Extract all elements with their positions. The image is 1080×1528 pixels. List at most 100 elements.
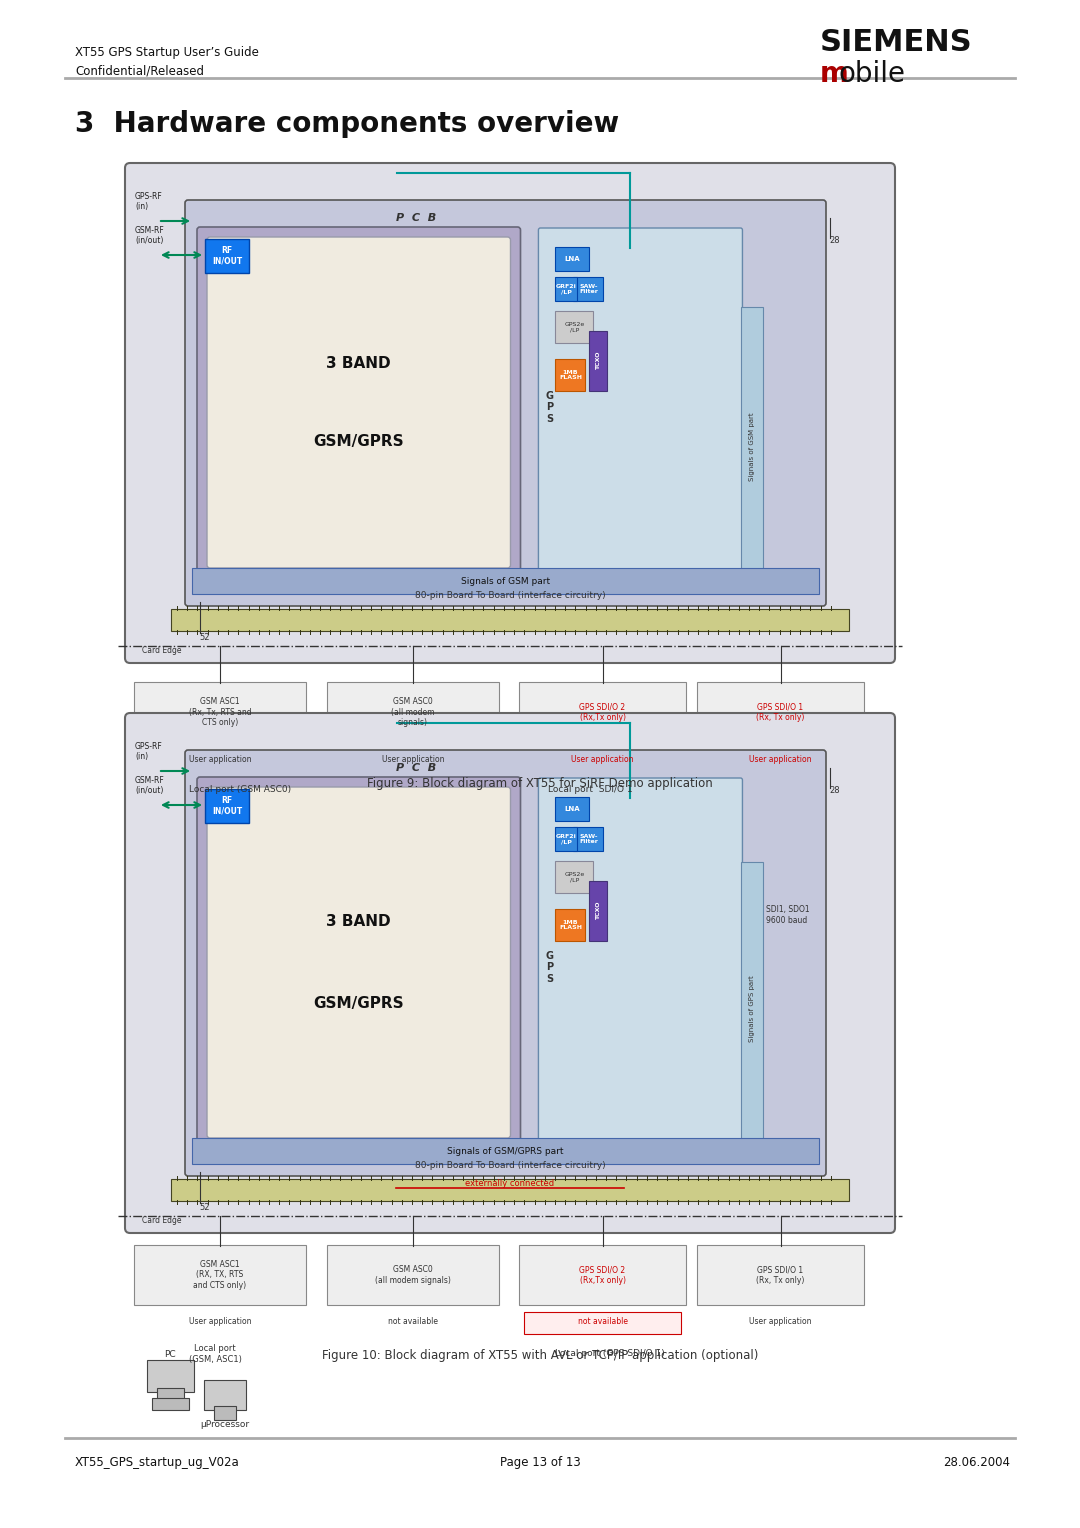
FancyBboxPatch shape xyxy=(144,788,191,821)
Text: SAW-
Filter: SAW- Filter xyxy=(579,834,598,845)
Text: GPS2e
/LP: GPS2e /LP xyxy=(564,321,584,333)
Text: 1MB
FLASH: 1MB FLASH xyxy=(559,370,582,380)
FancyBboxPatch shape xyxy=(697,1245,864,1305)
Text: 80-pin Board To Board (interface circuitry): 80-pin Board To Board (interface circuit… xyxy=(415,1161,605,1170)
Text: Local port
(GSM, ASC1): Local port (GSM, ASC1) xyxy=(189,1345,242,1363)
Text: PC: PC xyxy=(164,1351,176,1358)
Text: Local port (GPS SDI/O 1): Local port (GPS SDI/O 1) xyxy=(555,1349,665,1358)
FancyBboxPatch shape xyxy=(555,827,578,851)
FancyBboxPatch shape xyxy=(539,228,742,587)
Text: GPS-RF
(in): GPS-RF (in) xyxy=(135,741,163,761)
Text: XT55_GPS_startup_ug_V02a: XT55_GPS_startup_ug_V02a xyxy=(75,1456,240,1468)
Text: Card Edge: Card Edge xyxy=(141,646,181,656)
FancyBboxPatch shape xyxy=(697,681,864,743)
Text: 52: 52 xyxy=(200,1203,211,1212)
FancyBboxPatch shape xyxy=(207,237,511,568)
FancyBboxPatch shape xyxy=(590,332,607,391)
FancyBboxPatch shape xyxy=(555,798,590,821)
Text: obile: obile xyxy=(838,60,905,89)
FancyBboxPatch shape xyxy=(192,568,819,594)
FancyBboxPatch shape xyxy=(125,714,895,1233)
Text: GPS SDI/O 2
(Rx,Tx only): GPS SDI/O 2 (Rx,Tx only) xyxy=(580,1265,625,1285)
Text: 28.06.2004: 28.06.2004 xyxy=(943,1456,1010,1468)
FancyBboxPatch shape xyxy=(125,163,895,663)
FancyBboxPatch shape xyxy=(519,681,686,743)
FancyBboxPatch shape xyxy=(519,1245,686,1305)
FancyBboxPatch shape xyxy=(205,788,249,824)
Text: Page 13 of 13: Page 13 of 13 xyxy=(500,1456,580,1468)
Text: GRF2i
/LP: GRF2i /LP xyxy=(556,284,577,295)
Text: Local port  SDI/O 1: Local port SDI/O 1 xyxy=(548,784,632,793)
FancyBboxPatch shape xyxy=(185,200,826,607)
Text: GSM-RF
(in/out): GSM-RF (in/out) xyxy=(135,776,165,795)
FancyBboxPatch shape xyxy=(327,1245,499,1305)
Text: G
P
S: G P S xyxy=(545,391,553,425)
Text: not available: not available xyxy=(388,1317,438,1326)
FancyBboxPatch shape xyxy=(555,909,585,941)
Text: 3 BAND: 3 BAND xyxy=(326,356,391,371)
FancyBboxPatch shape xyxy=(555,248,590,270)
Text: Figure 10: Block diagram of XT55 with AVL or TCP/IP application (optional): Figure 10: Block diagram of XT55 with AV… xyxy=(322,1349,758,1363)
Text: GPS SDI/O 1
(Rx, Tx only): GPS SDI/O 1 (Rx, Tx only) xyxy=(756,1265,805,1285)
Text: GRF2i
/LP: GRF2i /LP xyxy=(556,834,577,845)
Text: P  C  B: P C B xyxy=(396,762,436,773)
FancyBboxPatch shape xyxy=(214,1406,237,1420)
Text: 28: 28 xyxy=(829,785,840,795)
FancyBboxPatch shape xyxy=(539,778,742,1157)
FancyBboxPatch shape xyxy=(171,610,849,631)
Text: 3 BAND: 3 BAND xyxy=(326,914,391,929)
Text: Signals of GPS part: Signals of GPS part xyxy=(750,975,755,1042)
FancyBboxPatch shape xyxy=(207,787,511,1138)
Text: User application: User application xyxy=(381,755,444,764)
Text: GPS SDI/O 1
(Rx, Tx only): GPS SDI/O 1 (Rx, Tx only) xyxy=(756,703,805,721)
FancyBboxPatch shape xyxy=(555,359,585,391)
Text: GSM ASC0
(all modem
signals): GSM ASC0 (all modem signals) xyxy=(391,697,435,727)
Text: GSM ASC1
(Rx, Tx, RTS and
CTS only): GSM ASC1 (Rx, Tx, RTS and CTS only) xyxy=(189,697,252,727)
Text: GSM-RF
(in/out): GSM-RF (in/out) xyxy=(135,226,165,244)
FancyBboxPatch shape xyxy=(742,862,764,1157)
Text: GSM/GPRS: GSM/GPRS xyxy=(313,996,404,1012)
Text: Signals of GSM part: Signals of GSM part xyxy=(750,413,755,481)
Text: GSM ASC0
(all modem signals): GSM ASC0 (all modem signals) xyxy=(375,1265,451,1285)
FancyBboxPatch shape xyxy=(555,277,578,301)
Text: Local port (GSM ASC0): Local port (GSM ASC0) xyxy=(189,784,292,793)
Text: 3  Hardware components overview: 3 Hardware components overview xyxy=(75,110,619,138)
Text: TCXO: TCXO xyxy=(596,902,600,920)
Text: User application: User application xyxy=(750,1317,812,1326)
Text: TCXO: TCXO xyxy=(596,351,600,370)
Text: 1MB
FLASH: 1MB FLASH xyxy=(559,920,582,931)
Text: Signals of GSM part: Signals of GSM part xyxy=(461,576,550,585)
FancyBboxPatch shape xyxy=(573,277,604,301)
Text: 52: 52 xyxy=(200,633,211,642)
FancyBboxPatch shape xyxy=(134,1245,306,1305)
Text: 28: 28 xyxy=(829,235,840,244)
Text: SDI1, SDO1
9600 baud: SDI1, SDO1 9600 baud xyxy=(767,906,810,924)
FancyBboxPatch shape xyxy=(192,1138,819,1164)
Text: not available: not available xyxy=(578,1317,627,1326)
FancyBboxPatch shape xyxy=(197,228,521,578)
FancyBboxPatch shape xyxy=(327,681,499,743)
Text: User application: User application xyxy=(189,1317,252,1326)
Text: User application: User application xyxy=(750,755,812,764)
FancyBboxPatch shape xyxy=(185,750,826,1177)
FancyBboxPatch shape xyxy=(149,825,186,834)
Text: externally connected: externally connected xyxy=(465,1178,554,1187)
FancyBboxPatch shape xyxy=(147,1360,194,1392)
FancyBboxPatch shape xyxy=(154,816,181,830)
Text: User application: User application xyxy=(189,755,252,764)
FancyBboxPatch shape xyxy=(573,827,604,851)
Text: Card Edge: Card Edge xyxy=(141,1216,181,1225)
FancyBboxPatch shape xyxy=(742,307,764,587)
Text: XT55 GPS Startup User’s Guide
Confidential/Released: XT55 GPS Startup User’s Guide Confidenti… xyxy=(75,46,259,76)
FancyBboxPatch shape xyxy=(590,882,607,941)
Text: μProcessor: μProcessor xyxy=(201,1420,249,1429)
Text: GPS-RF
(in): GPS-RF (in) xyxy=(135,191,163,211)
Text: RF
IN/OUT: RF IN/OUT xyxy=(212,796,242,816)
Text: User application: User application xyxy=(571,755,634,764)
Text: SAW-
Filter: SAW- Filter xyxy=(579,284,598,295)
FancyBboxPatch shape xyxy=(555,860,593,892)
FancyBboxPatch shape xyxy=(157,1387,184,1403)
FancyBboxPatch shape xyxy=(152,1398,189,1410)
FancyBboxPatch shape xyxy=(524,1313,681,1334)
FancyBboxPatch shape xyxy=(134,681,306,743)
